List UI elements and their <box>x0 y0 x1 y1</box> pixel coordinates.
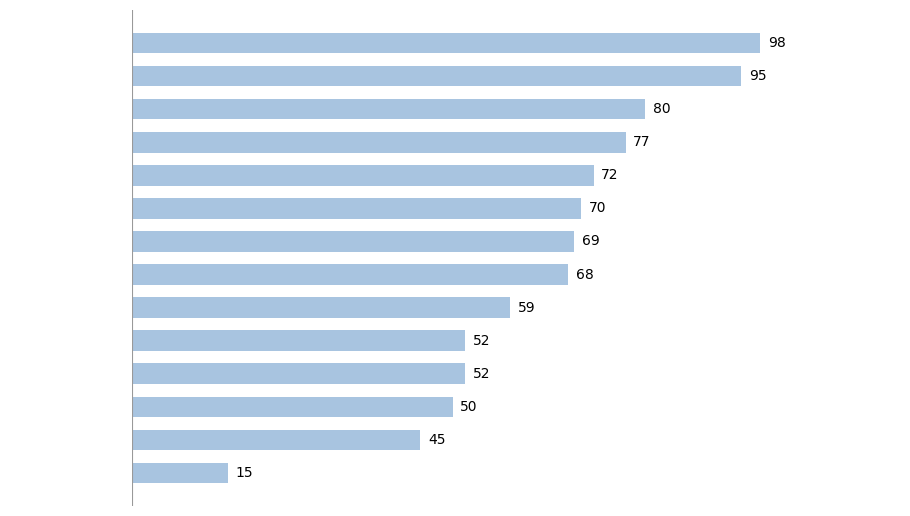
Bar <box>132 198 581 219</box>
Bar <box>132 231 574 252</box>
Text: 95: 95 <box>749 69 766 83</box>
Text: 70: 70 <box>589 201 606 215</box>
Bar <box>132 463 228 483</box>
Text: 52: 52 <box>473 334 490 348</box>
Bar <box>132 165 593 186</box>
Bar <box>132 363 465 384</box>
Bar <box>132 396 452 417</box>
Text: 68: 68 <box>576 267 593 282</box>
Text: 77: 77 <box>633 135 651 149</box>
Text: 45: 45 <box>428 433 446 447</box>
Bar <box>132 297 511 318</box>
Bar <box>132 430 420 450</box>
Text: 15: 15 <box>236 466 254 480</box>
Bar <box>132 330 465 351</box>
Text: 52: 52 <box>473 367 490 381</box>
Bar <box>132 66 741 86</box>
Bar <box>132 132 626 153</box>
Text: 98: 98 <box>768 36 785 50</box>
Text: 50: 50 <box>460 400 478 414</box>
Text: 80: 80 <box>652 102 670 116</box>
Text: 69: 69 <box>582 234 600 249</box>
Bar <box>132 264 568 285</box>
Bar <box>132 99 645 120</box>
Text: 59: 59 <box>518 301 536 315</box>
Bar <box>132 33 760 53</box>
Text: 72: 72 <box>602 168 619 182</box>
